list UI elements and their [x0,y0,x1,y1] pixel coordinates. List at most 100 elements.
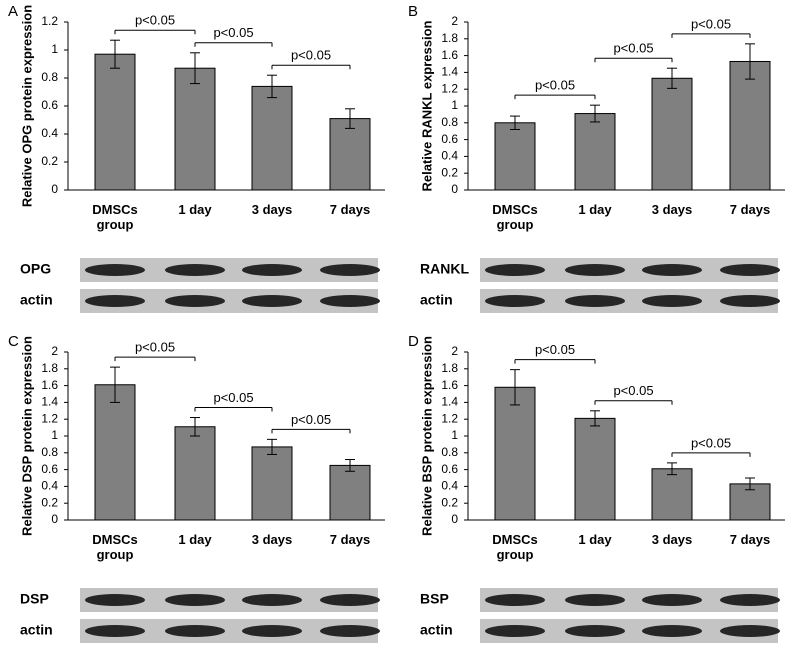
x-tick-label: 1 day [178,202,212,217]
category-label: DMSCs group [92,202,138,232]
y-tick-label: 0 [451,512,458,526]
y-tick-label: 1 [51,42,58,56]
category-label: 1 day [178,532,212,547]
category-label: 3 days [651,532,693,547]
x-tick-label: 1 day [178,532,212,547]
significance-label: p<0.05 [213,390,253,405]
blot-label: actin [420,292,453,308]
x-tick-label: 7 days [329,202,371,217]
blot-band [565,625,625,637]
y-tick-label: 1.4 [41,395,58,409]
blot-label: BSP [420,591,449,607]
blot-band [85,264,145,276]
blot-band [242,295,302,307]
y-tick-label: 1.8 [441,361,458,375]
blot-label: RANKL [420,261,469,277]
blot-label: actin [420,622,453,638]
blot-band [320,594,380,606]
x-tick-label: 7 days [730,202,770,217]
y-tick-label: 1.2 [41,14,58,28]
blot-band [165,295,225,307]
y-tick-label: 1.4 [441,65,458,79]
blot-band [642,594,702,606]
blot-band [85,295,145,307]
blot-label: actin [20,292,53,308]
bar [329,118,371,191]
y-tick-label: 1.8 [441,31,458,45]
blot-band [165,594,225,606]
y-tick-label: 1.4 [441,395,458,409]
x-tick-label: DMSCs group [92,532,138,562]
blot-band [242,594,302,606]
blot-label: OPG [20,261,51,277]
panel-label: D [408,333,419,350]
blot-band [485,594,545,606]
y-tick-label: 1.2 [441,81,458,95]
y-tick-label: 0.2 [41,495,58,509]
blot-band [565,264,625,276]
category-label: DMSCs group [492,532,538,562]
y-tick-label: 2 [451,14,458,28]
blot-band [165,264,225,276]
category-label: 1 day [578,202,612,217]
bar [251,85,293,191]
bar [251,446,293,521]
bar [574,417,616,521]
y-tick-label: 2 [451,344,458,358]
y-tick-label: 0.4 [41,479,58,493]
category-label: 3 days [251,202,293,217]
bar [494,386,536,521]
category-label: DMSCs group [92,532,138,562]
y-tick-label: 1 [51,428,58,442]
y-tick-label: 0.2 [41,154,58,168]
blot-band [85,594,145,606]
y-axis-label: Relative OPG protein expression [19,5,34,207]
blot-band [242,625,302,637]
y-axis-label: Relative RANKL expression [419,20,434,191]
y-tick-label: 1.2 [41,411,58,425]
y-axis-label: Relative BSP protein expression [419,336,434,536]
y-tick-label: 1.6 [441,378,458,392]
category-label: 7 days [329,202,371,217]
blot-band [720,264,780,276]
significance-label: p<0.05 [535,78,575,93]
y-tick-label: 0.6 [41,462,58,476]
blot-band [642,625,702,637]
category-label: 3 days [251,532,293,547]
bar [651,77,693,191]
blot-band [720,295,780,307]
significance-label: p<0.05 [691,435,731,450]
y-tick-label: 0.6 [441,462,458,476]
bar [174,67,216,191]
x-tick-label: 7 days [330,532,370,547]
y-tick-label: 1 [451,98,458,112]
y-tick-label: 0.2 [441,495,458,509]
x-tick-label: DMSCs group [492,202,538,232]
category-label: 1 day [578,532,612,547]
blot-band [242,264,302,276]
significance-label: p<0.05 [613,383,653,398]
x-tick-label: DMSCs group [492,532,538,562]
bar [174,426,216,521]
y-tick-label: 1.8 [41,361,58,375]
blot-band [642,264,702,276]
y-tick-label: 0.8 [41,445,58,459]
blot-label: DSP [20,591,49,607]
blot-band [85,625,145,637]
category-label: 3 days [651,202,693,217]
blot-band [165,625,225,637]
y-tick-label: 0 [51,182,58,196]
panel-label: B [408,3,418,20]
x-tick-label: 1 day [578,202,612,217]
y-tick-label: 0.4 [441,149,458,163]
significance-label: p<0.05 [291,48,331,63]
bar [329,464,371,521]
category-label: 1 day [178,202,212,217]
panel-label: C [8,333,19,350]
y-tick-label: 0.4 [441,479,458,493]
category-label: 7 days [729,532,771,547]
x-tick-label: 3 days [251,202,293,217]
significance-label: p<0.05 [535,342,575,357]
blot-band [642,295,702,307]
